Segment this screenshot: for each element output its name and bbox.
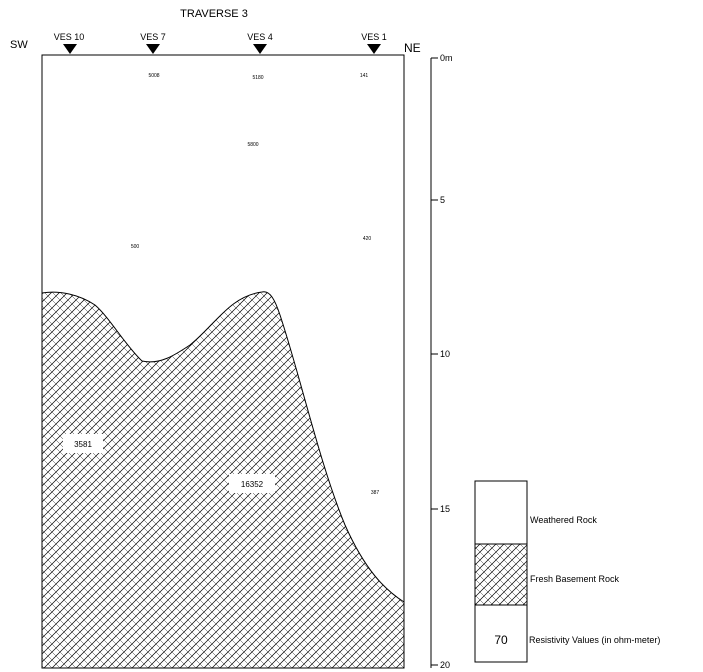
depth-tick-label: 5 (440, 195, 445, 205)
station-ves-10: VES 10 (54, 32, 85, 54)
station-label: VES 10 (54, 32, 85, 42)
legend-label-weathered-rock: Weathered Rock (530, 515, 597, 525)
resistivity-label: 3581 (74, 440, 92, 449)
legend-label-fresh-basement-rock: Fresh Basement Rock (530, 574, 620, 584)
orientation-right-label: NE (404, 41, 421, 55)
depth-tick-label: 20 (440, 660, 450, 670)
legend-swatch-weathered-rock (474, 480, 528, 545)
station-label: VES 7 (140, 32, 166, 42)
section-frame (41, 54, 405, 669)
station-ves-1: VES 1 (361, 32, 387, 54)
depth-tick-label: 15 (440, 504, 450, 514)
orientation-left-label: SW (10, 39, 28, 51)
station-label: VES 1 (361, 32, 387, 42)
fresh-basement-rock-region (41, 291, 405, 669)
station-label: VES 4 (247, 32, 273, 42)
depth-tick-label: 0m (440, 53, 453, 63)
station-marker-icon (367, 44, 381, 54)
section-title: TRAVERSE 3 (180, 8, 248, 20)
resistivity-label: 141 (360, 73, 369, 79)
legend-swatch-fresh-basement-rock (474, 543, 528, 606)
station-marker-icon (63, 44, 77, 54)
station-marker-icon (253, 44, 267, 54)
resistivity-label-box (229, 474, 275, 493)
station-ves-7: VES 7 (140, 32, 166, 54)
legend: 70 Weathered Rock Fresh Basement Rock Re… (474, 480, 660, 663)
resistivity-label: 420 (363, 236, 372, 242)
legend-label-resistivity: Resistivity Values (in ohm-meter) (529, 635, 660, 645)
depth-axis: 0m 5 10 15 20 (430, 53, 453, 670)
resistivity-label: 5800 (247, 142, 258, 148)
station-ves-4: VES 4 (247, 32, 273, 54)
station-marker-icon (146, 44, 160, 54)
resistivity-label-box (63, 434, 103, 453)
resistivity-label: 5180 (252, 75, 263, 81)
legend-swatch-resistivity (474, 604, 528, 663)
legend-resistivity-sample: 70 (494, 633, 508, 647)
resistivity-label: 387 (371, 490, 380, 496)
resistivity-label: 16352 (241, 480, 264, 489)
depth-tick-label: 10 (440, 349, 450, 359)
resistivity-label: 5008 (148, 73, 159, 79)
resistivity-label: 500 (131, 244, 140, 250)
